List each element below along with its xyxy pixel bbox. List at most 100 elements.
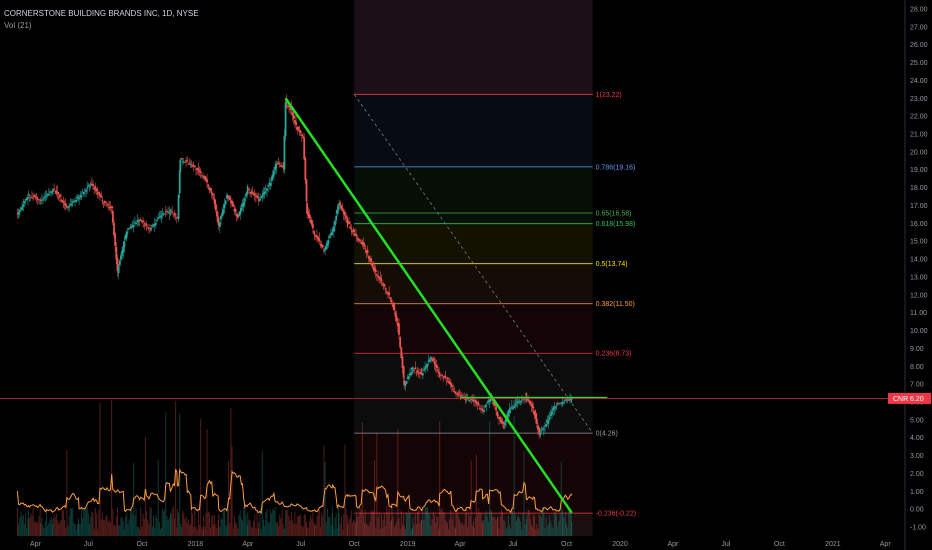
volume-bar (428, 512, 430, 536)
candle-body (200, 175, 203, 177)
candle-body (271, 174, 274, 179)
volume-bar (260, 529, 262, 536)
volume-bar (465, 507, 467, 536)
volume-bar (146, 511, 148, 536)
volume-bar (22, 514, 24, 536)
volume-bar (505, 528, 507, 536)
volume-bar (212, 515, 214, 536)
candle-body (44, 196, 47, 198)
candle-body (121, 250, 124, 256)
candle-body (387, 292, 389, 295)
candle-body (416, 370, 419, 372)
volume-bar (137, 526, 139, 536)
candle-body (267, 185, 270, 187)
y-tick-label: 24.00 (910, 78, 928, 85)
candle-body (389, 297, 392, 300)
volume-bar (243, 506, 245, 536)
volume-bar (329, 516, 331, 536)
x-tick-label: Apr (242, 541, 254, 548)
volume-bar (382, 520, 384, 536)
volume-bar (551, 525, 553, 536)
candle-body (149, 229, 151, 231)
candle-body (250, 193, 253, 194)
candle-body (324, 247, 327, 251)
candle-body (518, 401, 521, 403)
volume-bar (31, 515, 33, 536)
candle-body (327, 240, 330, 244)
candle-body (42, 199, 44, 201)
candle-body (495, 406, 498, 411)
candle-body (291, 112, 294, 116)
candle-body (173, 212, 176, 215)
candle-body (176, 217, 179, 219)
volume-bar (116, 507, 118, 536)
volume-bar (561, 509, 563, 536)
candle-body (473, 400, 475, 402)
candle-body (567, 399, 570, 401)
volume-bar (190, 524, 192, 536)
volume-bar (198, 524, 200, 536)
candle-body (189, 163, 192, 165)
candle-body (533, 410, 536, 416)
candle-body (426, 364, 429, 367)
candle-body (293, 120, 296, 123)
trendlines[interactable] (0, 97, 905, 514)
volume-bar (219, 527, 221, 536)
candle-body (90, 183, 93, 186)
volume-bar (319, 526, 321, 536)
volume-bar (307, 528, 309, 536)
candle-body (500, 419, 503, 423)
candle-body (515, 402, 518, 404)
volume-bar (391, 506, 393, 536)
candle-body (382, 284, 385, 286)
volume-bar (350, 509, 352, 536)
candle-body (398, 323, 400, 335)
volume-bar (27, 518, 29, 536)
volume-bar (50, 517, 52, 536)
candle-body (423, 369, 425, 371)
volume-bar (93, 528, 95, 536)
volume-bar (467, 526, 469, 536)
candle-body (223, 204, 226, 209)
candle-body (424, 367, 427, 370)
candle-body (134, 222, 136, 224)
candle-body (338, 203, 340, 206)
volume-bar (251, 527, 253, 536)
volume-bar (361, 422, 363, 536)
candle-body (207, 184, 210, 187)
fib-level-label: 0.5(13.74) (596, 261, 628, 268)
price-tag (888, 392, 931, 404)
candle-body (115, 247, 118, 260)
candle-body (236, 214, 239, 218)
volume-bar (332, 507, 334, 536)
candle-body (284, 102, 287, 136)
candle-body (185, 160, 188, 162)
volume-bar (297, 516, 299, 536)
volume-bar (98, 509, 100, 536)
candle-body (113, 222, 115, 235)
candle-body (259, 198, 261, 201)
candle-body (430, 356, 432, 359)
volume-indicator-label[interactable]: Vol (21) (4, 21, 32, 30)
candle-body (480, 408, 482, 410)
volume-bar (176, 508, 178, 536)
candle-body (517, 402, 520, 404)
fib-band (354, 166, 593, 213)
candle-body (213, 198, 216, 205)
volume-bar (440, 509, 442, 536)
candle-body (319, 244, 322, 246)
candle-body (164, 211, 167, 213)
y-tick-label: 23.00 (910, 96, 928, 103)
volume-bar (202, 529, 204, 536)
candle-body (162, 214, 165, 216)
candle-body (512, 407, 514, 410)
candle-body (540, 430, 543, 432)
candle-body (470, 399, 473, 400)
candle-body (27, 194, 30, 196)
volume-bar (346, 514, 348, 536)
volume-bar (495, 520, 497, 536)
candle-body (448, 381, 451, 384)
candle-body (496, 412, 499, 416)
candle-body (288, 105, 290, 108)
